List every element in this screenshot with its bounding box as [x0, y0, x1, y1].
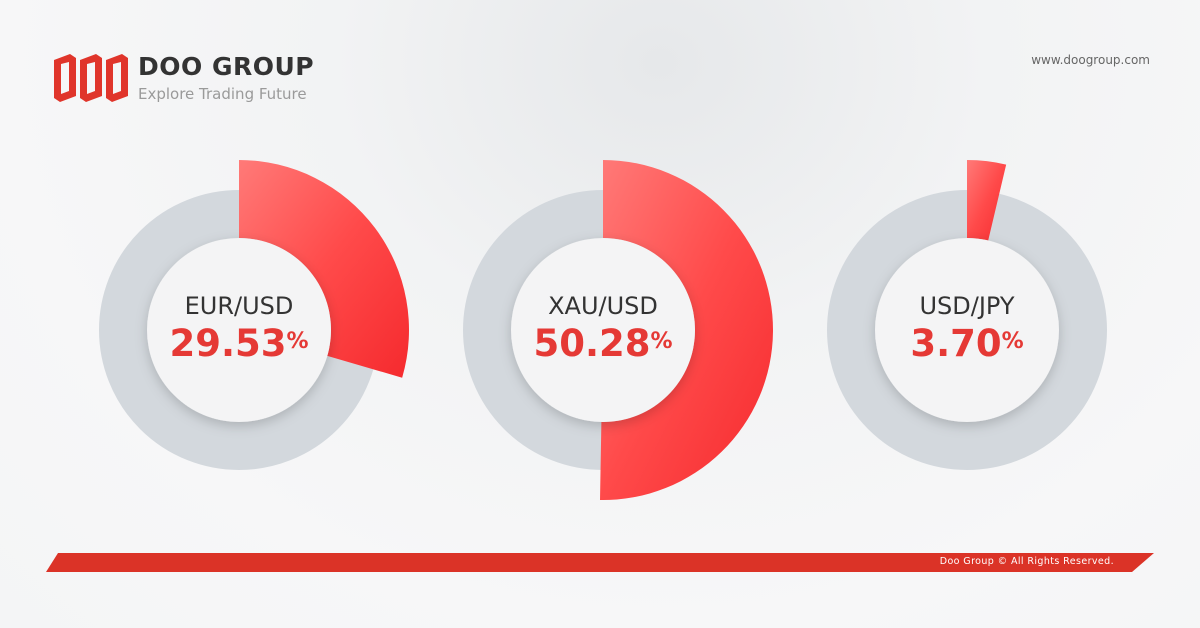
website-url: www.doogroup.com — [1031, 53, 1150, 67]
doo-logo-icon — [54, 54, 128, 102]
donut-center — [511, 238, 695, 422]
pair-name: XAU/USD — [548, 292, 658, 320]
percent-sign: % — [1001, 329, 1024, 354]
donut-slice-xau-usd — [600, 160, 773, 500]
pair-name: USD/JPY — [919, 292, 1015, 320]
percent-value: 3.70% — [867, 322, 1067, 365]
percent-number: 50.28 — [533, 322, 651, 365]
donut-center — [875, 238, 1059, 422]
logo: DOO GROUP Explore Trading Future — [52, 52, 314, 104]
donut-label: USD/JPY 3.70% — [867, 292, 1067, 365]
brand-tagline: Explore Trading Future — [138, 84, 307, 103]
brand-name: DOO GROUP — [138, 51, 315, 81]
donut-slice-usd-jpy — [967, 160, 1007, 241]
donut-center — [147, 238, 331, 422]
donut-label: XAU/USD 50.28% — [503, 292, 703, 365]
donut-slice-eur-usd — [239, 160, 409, 378]
percent-value: 50.28% — [503, 322, 703, 365]
pair-name: EUR/USD — [184, 292, 294, 320]
percent-sign: % — [650, 329, 673, 354]
footer-bar: Doo Group © All Rights Reserved. — [46, 553, 1154, 572]
donut-label: EUR/USD 29.53% — [139, 292, 339, 365]
copyright: Doo Group © All Rights Reserved. — [939, 556, 1114, 567]
percent-number: 29.53 — [169, 322, 287, 365]
percent-sign: % — [286, 329, 309, 354]
percent-number: 3.70 — [910, 322, 1002, 365]
percent-value: 29.53% — [139, 322, 339, 365]
